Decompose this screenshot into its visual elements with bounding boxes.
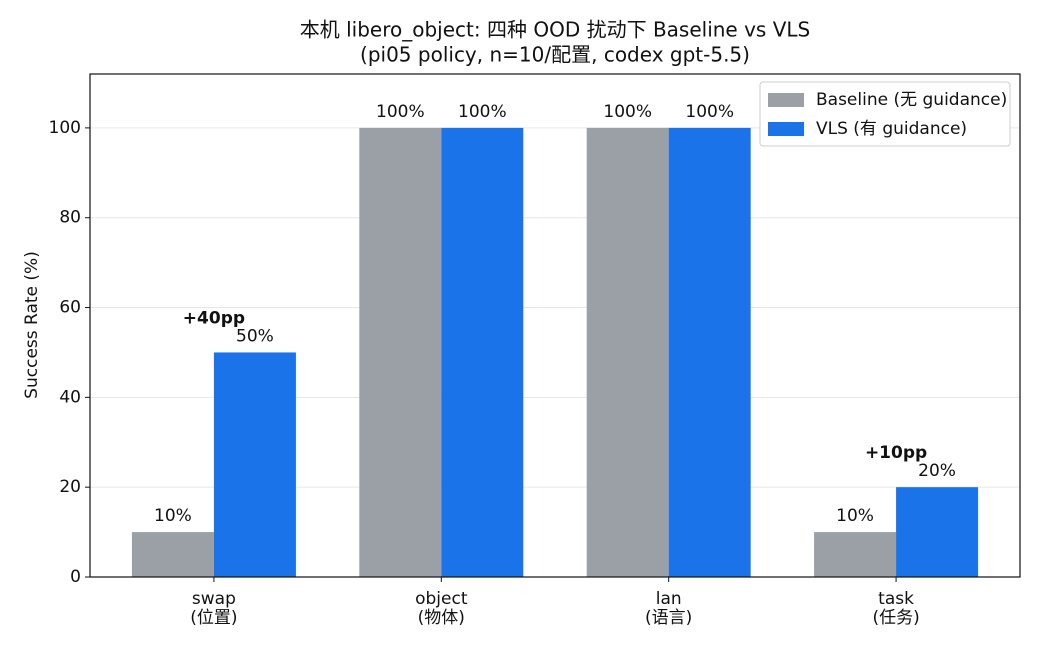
x-tick-label: lan (语言) [645,589,692,628]
legend-label: VLS (有 guidance) [816,119,967,139]
annotation: +10pp [865,443,927,463]
legend-swatch [768,122,804,136]
value-label: 20% [918,461,956,481]
value-label: 10% [154,506,192,526]
legend-swatch [768,93,804,107]
plot-frame [89,73,1021,578]
y-tick-label: 60 [59,298,81,318]
bar [131,532,214,577]
value-label: 100% [458,102,507,122]
value-label: 100% [603,102,652,122]
bar [896,487,979,577]
y-tick-label: 20 [59,477,81,497]
y-tick-label: 40 [59,387,81,407]
x-tick-label: swap (位置) [190,589,237,628]
value-label: 100% [685,102,734,122]
y-tick-label: 100 [49,118,81,138]
value-label: 50% [236,326,274,346]
y-axis-label: Success Rate (%) [22,251,42,399]
bar [586,127,669,578]
bar [213,352,296,577]
bar [668,127,751,578]
x-tick-label: object (物体) [415,589,468,628]
legend-frame [759,81,1011,147]
legend: Baseline (无 guidance) VLS (有 guidance) [759,81,1011,147]
bar [441,127,524,578]
chart-subtitle: (pi05 policy, n=10/配置, codex gpt-5.5) [360,43,750,67]
annotation: +40pp [183,308,245,328]
bar [814,532,897,577]
y-tick-label: 80 [59,208,81,228]
chart-title: 本机 libero_object: 四种 OOD 扰动下 Baseline vs… [300,18,810,42]
bar [359,127,442,578]
x-tick-label: task (任务) [872,589,919,628]
legend-label: Baseline (无 guidance) [816,90,1007,110]
y-tick-label: 0 [70,567,81,587]
value-label: 100% [376,102,425,122]
value-label: 10% [836,506,874,526]
